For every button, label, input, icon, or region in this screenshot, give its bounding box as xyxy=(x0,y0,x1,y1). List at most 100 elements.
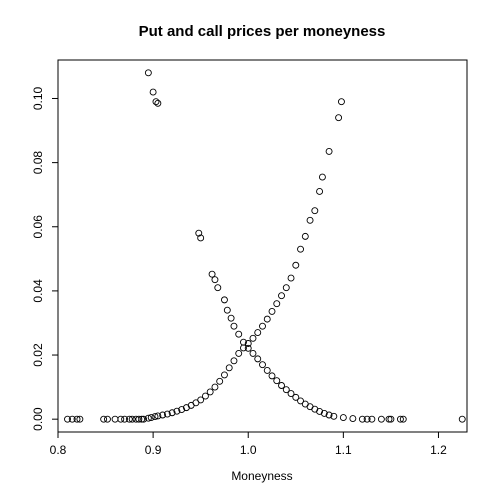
data-point xyxy=(68,415,76,423)
data-point xyxy=(159,411,167,419)
data-point xyxy=(263,315,271,323)
data-point xyxy=(147,414,155,422)
data-point xyxy=(100,415,108,423)
data-point xyxy=(287,390,295,397)
data-point xyxy=(387,415,395,423)
data-point xyxy=(163,410,171,418)
data-point xyxy=(151,413,159,421)
data-point xyxy=(240,338,247,346)
data-point xyxy=(363,415,371,423)
x-tick-label: 1.0 xyxy=(240,443,257,457)
data-point xyxy=(140,415,148,423)
data-point xyxy=(306,216,314,224)
data-point xyxy=(301,232,309,240)
data-point xyxy=(221,296,228,304)
data-point xyxy=(316,408,324,415)
data-point xyxy=(320,409,328,417)
data-point xyxy=(254,355,262,363)
data-point xyxy=(138,415,146,423)
data-point xyxy=(173,407,181,415)
data-point xyxy=(168,409,176,417)
data-point xyxy=(244,344,252,352)
data-point xyxy=(154,99,162,107)
data-point xyxy=(227,314,235,322)
data-point xyxy=(211,383,219,391)
data-point xyxy=(149,88,157,96)
data-point xyxy=(292,261,300,269)
data-point xyxy=(230,322,238,330)
data-point xyxy=(377,415,385,423)
data-point xyxy=(268,372,276,380)
x-tick-label: 0.9 xyxy=(145,443,162,457)
data-point xyxy=(230,357,238,365)
data-point xyxy=(273,300,281,308)
data-point xyxy=(216,377,224,385)
data-point xyxy=(104,415,111,423)
data-point xyxy=(396,415,404,423)
data-point xyxy=(223,306,231,314)
data-point xyxy=(211,276,219,284)
data-point xyxy=(135,415,143,423)
data-point xyxy=(385,415,393,423)
data-point xyxy=(235,349,243,357)
scatter-points xyxy=(64,69,466,423)
data-point xyxy=(244,340,252,347)
data-point xyxy=(325,411,333,419)
y-tick-label: 0.06 xyxy=(31,215,45,239)
data-point xyxy=(144,69,152,77)
x-tick-label: 1.1 xyxy=(335,443,352,457)
y-tick-label: 0.00 xyxy=(31,407,45,431)
data-point xyxy=(206,388,214,396)
data-point xyxy=(349,415,357,422)
plot-frame xyxy=(57,59,468,433)
x-tick-label: 1.2 xyxy=(430,443,447,457)
data-point xyxy=(197,234,205,242)
data-point xyxy=(458,415,466,423)
data-point xyxy=(128,415,136,423)
x-tick-label: 0.8 xyxy=(50,443,67,457)
data-point xyxy=(263,366,271,374)
data-point xyxy=(73,415,81,423)
data-point xyxy=(282,284,290,292)
data-point xyxy=(287,274,295,282)
data-point xyxy=(268,307,276,315)
data-point xyxy=(337,98,345,106)
data-point xyxy=(292,393,300,401)
data-point xyxy=(117,415,125,423)
data-point xyxy=(111,415,119,423)
data-point xyxy=(152,98,160,106)
data-point xyxy=(399,415,407,423)
data-point xyxy=(249,349,257,357)
data-point xyxy=(325,147,333,155)
data-point xyxy=(278,382,285,389)
y-tick-label: 0.08 xyxy=(31,151,45,175)
data-point xyxy=(316,188,324,195)
x-axis-label: Moneyness xyxy=(231,469,292,483)
data-point xyxy=(249,334,257,342)
data-point xyxy=(335,114,343,122)
data-point xyxy=(235,330,243,338)
data-point xyxy=(201,392,209,400)
data-point xyxy=(282,386,290,394)
data-point xyxy=(259,322,266,330)
data-point xyxy=(368,415,376,423)
data-point xyxy=(121,415,129,423)
data-point xyxy=(358,415,366,423)
data-point xyxy=(125,415,133,423)
data-point xyxy=(195,229,203,237)
data-point xyxy=(225,364,233,372)
data-point xyxy=(214,284,222,292)
data-point xyxy=(259,361,266,369)
data-point xyxy=(297,245,304,253)
data-point xyxy=(339,414,347,422)
data-point xyxy=(76,415,84,423)
y-tick-label: 0.02 xyxy=(31,343,45,367)
data-point xyxy=(64,415,71,423)
data-point xyxy=(208,270,216,278)
data-point xyxy=(254,329,262,337)
y-tick-label: 0.10 xyxy=(31,86,45,110)
y-axis: 0.00 0.02 0.04 0.06 0.08 0.10 xyxy=(31,86,58,431)
data-point xyxy=(273,377,281,385)
data-point xyxy=(154,412,162,420)
